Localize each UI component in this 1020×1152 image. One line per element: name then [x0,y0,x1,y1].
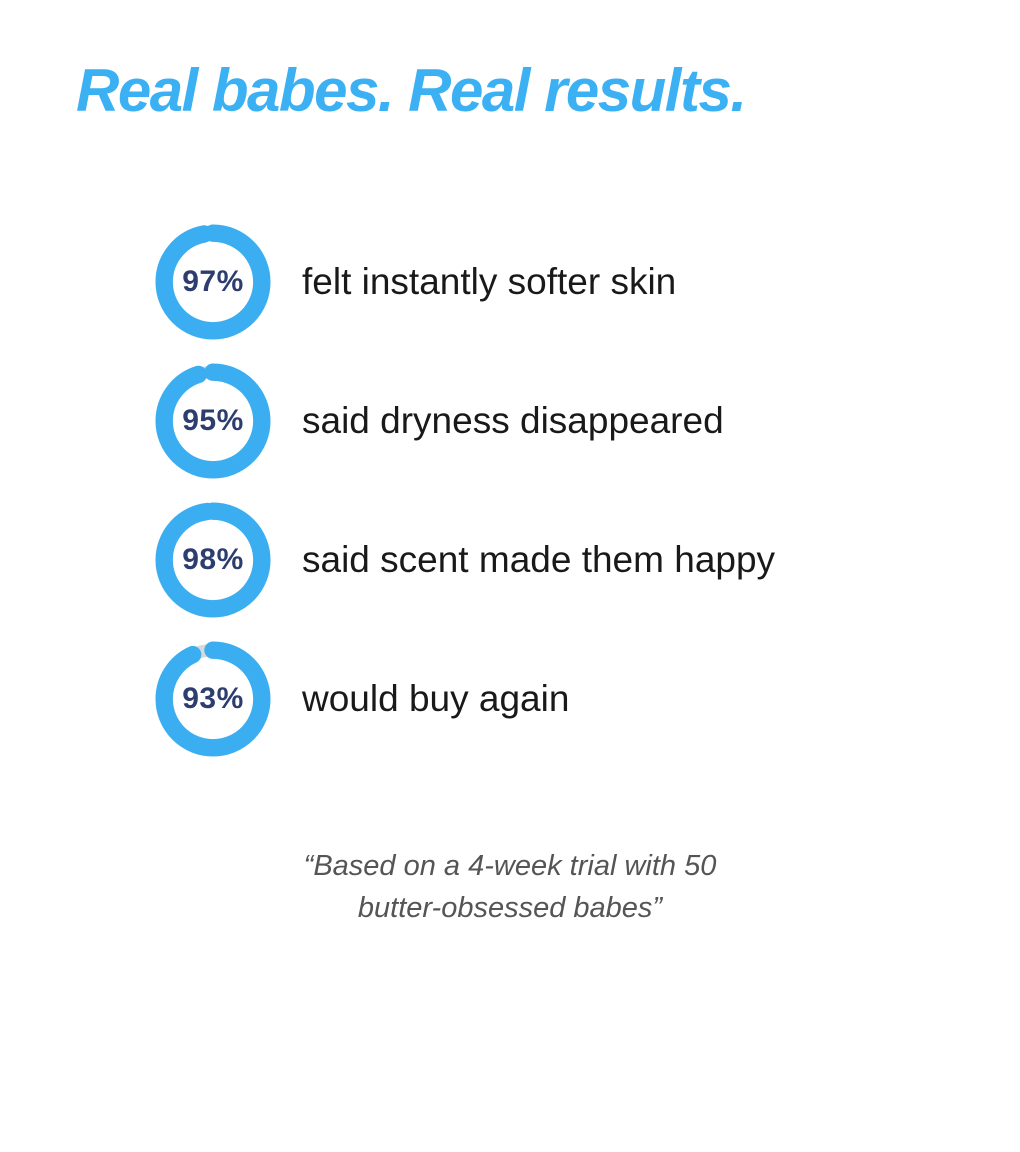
donut-chart-softer-skin: 97% [155,224,271,340]
donut-chart-buy-again: 93% [155,641,271,757]
donut-percentage: 97% [182,265,244,298]
stat-row: 93% would buy again [155,641,1020,757]
stat-label: felt instantly softer skin [302,261,677,302]
stats-list: 97% felt instantly softer skin 95% said … [155,224,1020,757]
donut-arc [155,502,271,618]
stat-label: would buy again [302,678,570,719]
donut-svg [155,363,271,479]
footnote-line-2: butter-obsessed babes” [357,892,663,925]
donut-percentage: 93% [182,682,244,715]
donut-svg [155,641,271,757]
donut-chart-dryness: 95% [155,363,271,479]
donut-svg [155,224,271,340]
page-title: Real babes. Real results. [76,57,747,124]
stat-row: 98% said scent made them happy [155,502,1020,618]
stat-row: 97% felt instantly softer skin [155,224,1020,340]
stat-row: 95% said dryness disappeared [155,363,1020,479]
donut-arc [155,224,271,340]
donut-arc [155,363,271,479]
donut-percentage: 95% [182,404,244,437]
donut-svg [155,502,271,618]
donut-arc [155,641,271,757]
infographic-page: Real babes. Real results. 97% felt insta… [0,58,1020,1152]
footnote-line-1: “Based on a 4-week trial with 50 [303,850,717,882]
stat-label: said dryness disappeared [302,400,724,441]
trial-footnote: “Based on a 4-week trial with 50 butter-… [0,845,1020,929]
stat-label: said scent made them happy [302,539,776,580]
donut-chart-scent: 98% [155,502,271,618]
donut-percentage: 98% [182,543,244,576]
